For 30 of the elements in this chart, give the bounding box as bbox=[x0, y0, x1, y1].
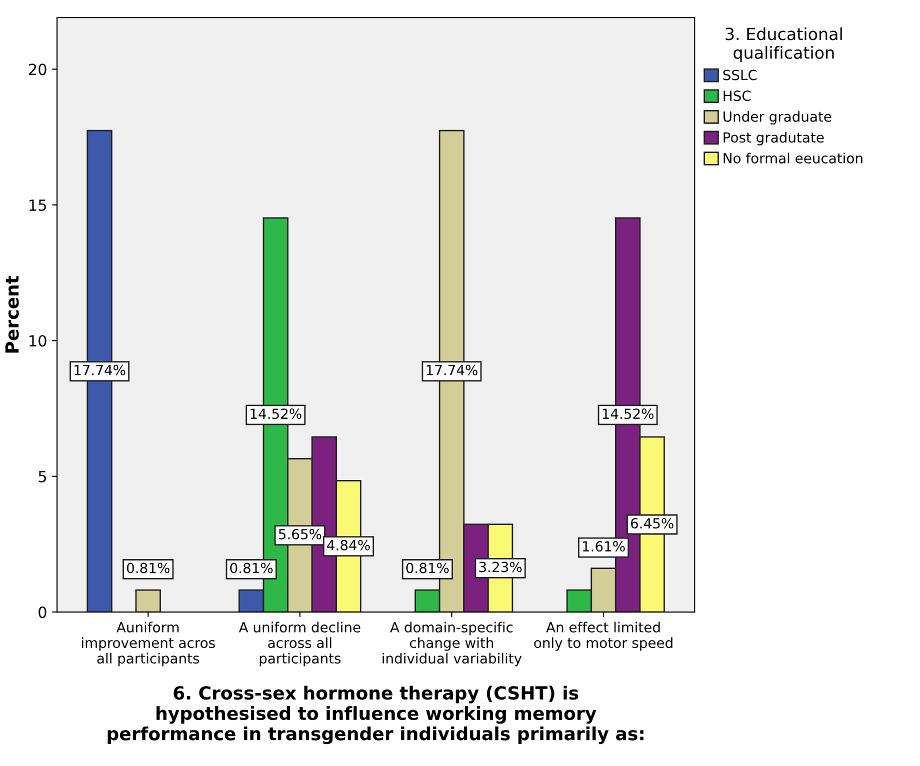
y-tick-label: 5 bbox=[38, 470, 46, 482]
data-label: 0.81% bbox=[126, 562, 170, 574]
y-tick-label: 0 bbox=[38, 606, 46, 618]
legend-label: Post gradutate bbox=[724, 132, 824, 146]
data-label: 3.23% bbox=[479, 562, 522, 572]
data-label: 17.74% bbox=[74, 364, 126, 376]
legend-title: 3. Educational qualification bbox=[726, 27, 842, 62]
data-label: 4.84% bbox=[327, 540, 370, 550]
bar bbox=[135, 589, 161, 612]
y-tick-label: 20 bbox=[28, 64, 46, 76]
x-tick-label: A domain-specific change with individual variability bbox=[382, 622, 522, 666]
y-axis-title: Percent bbox=[5, 276, 19, 353]
y-tick-label: 15 bbox=[30, 200, 46, 211]
y-tick-label: 10 bbox=[30, 335, 46, 347]
data-label: 14.52% bbox=[602, 408, 654, 420]
data-label: 14.52% bbox=[250, 408, 302, 420]
x-tick-label: A uniform decline across all participants bbox=[238, 622, 360, 666]
data-label: 17.74% bbox=[426, 364, 478, 376]
legend-label: Under graduate bbox=[724, 111, 832, 125]
data-label: 0.81% bbox=[230, 562, 273, 574]
x-axis-title: 6. Cross-sex hormone therapy (CSHT) is hypothesised to influence working memory performance in transgender individuals primarily as: bbox=[108, 686, 644, 744]
x-tick-label: Auniform improvement acros all participants bbox=[82, 622, 215, 666]
legend-label: No formal eeucation bbox=[724, 152, 862, 164]
data-label: 1.61% bbox=[582, 541, 625, 552]
data-label: 5.65% bbox=[278, 528, 322, 540]
data-label: 6.45% bbox=[631, 518, 674, 529]
x-tick-label: An effect limited only to motor speed bbox=[534, 622, 672, 651]
legend-label: SSLC bbox=[723, 70, 757, 80]
data-label: 0.81% bbox=[406, 562, 449, 574]
legend-label: HSC bbox=[724, 90, 751, 102]
